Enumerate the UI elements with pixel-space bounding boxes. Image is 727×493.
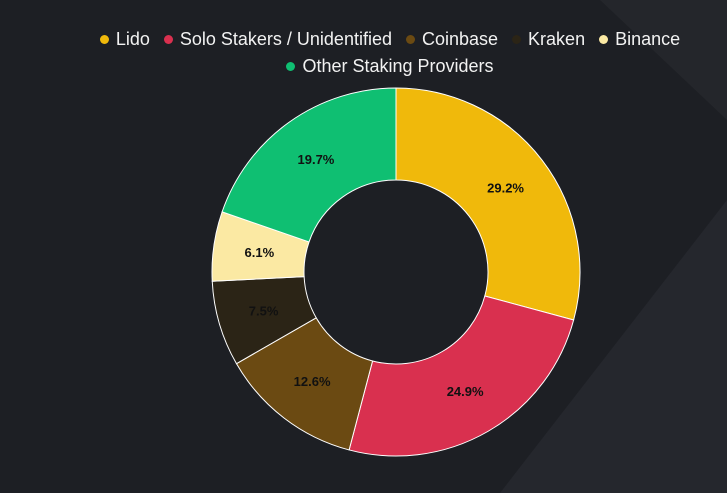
chart-legend: Lido Solo Stakers / Unidentified Coinbase K… (60, 27, 720, 78)
slice-label-other-staking-providers: 19.7% (298, 152, 335, 167)
slice-solo-stakers-unidentified[interactable] (348, 295, 575, 457)
slice-lido[interactable] (395, 87, 581, 321)
legend-label-lido: Lido (115, 29, 150, 49)
slice-label-binance: 6.1% (245, 245, 275, 260)
slice-label-solo-stakers-unidentified: 24.9% (447, 384, 484, 399)
legend-label-binance: Binance (615, 29, 681, 49)
legend-label-coinbase: Coinbase (421, 29, 499, 49)
legend-label-kraken: Kraken (528, 29, 586, 49)
legend-label-other-staking-providers: Other Staking Providers (302, 56, 494, 76)
slice-other-staking-providers[interactable] (221, 87, 397, 243)
background-corner-shape (600, 0, 727, 120)
slice-label-lido: 29.2% (487, 181, 524, 196)
slice-label-kraken: 7.5% (249, 303, 279, 318)
legend-item-coinbase[interactable]: Coinbase (405, 27, 499, 51)
legend-item-kraken[interactable]: Kraken (512, 27, 585, 51)
legend-item-solo-stakers-unidentified[interactable]: Solo Stakers / Unidentified (163, 27, 392, 51)
legend-item-other-staking-providers[interactable]: Other Staking Providers (286, 54, 494, 78)
legend-swatch-coinbase (405, 34, 415, 44)
legend-swatch-other-staking-providers (286, 61, 296, 71)
legend-label-solo-stakers-unidentified: Solo Stakers / Unidentified (179, 29, 392, 49)
background-diagonal-shape (500, 200, 727, 493)
legend-item-lido[interactable]: Lido (99, 27, 150, 51)
donut-slice-labels: 29.2% 24.9% 12.6% 7.5% 6.1% 19.7% (245, 152, 525, 399)
legend-swatch-solo-stakers-unidentified (163, 34, 173, 44)
donut-slices (211, 87, 581, 457)
legend-item-binance[interactable]: Binance (599, 27, 680, 51)
legend-swatch-lido (99, 34, 109, 44)
legend-swatch-kraken (512, 34, 522, 44)
slice-label-coinbase: 12.6% (294, 374, 331, 389)
legend-swatch-binance (599, 34, 609, 44)
